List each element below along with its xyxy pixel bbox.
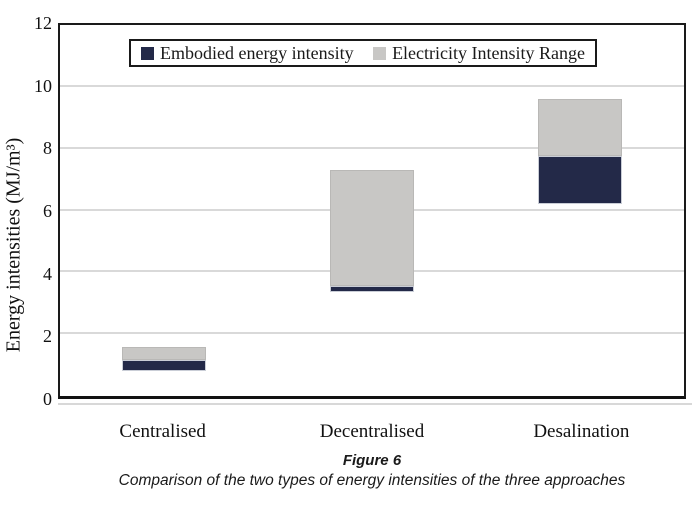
x-label-decentralised: Decentralised <box>319 421 425 442</box>
figure-caption-text: Comparison of the two types of energy in… <box>118 472 626 489</box>
bar-centralised-electricity <box>121 346 206 361</box>
x-label-desalination: Desalination <box>533 421 630 442</box>
legend-swatch-electricity-icon <box>373 46 387 60</box>
bar-desalination-electricity <box>538 99 622 157</box>
y-axis-title: Energy intensities (MJ/m³) <box>2 137 25 353</box>
x-label-centralised: Centralised <box>119 421 206 442</box>
legend-item-electricity: Electricity Intensity Range <box>373 43 585 64</box>
y-tick-label-0: 0 <box>43 389 52 409</box>
legend-item-embodied: Embodied energy intensity <box>141 43 354 64</box>
figure-caption-block: Figure 6 Comparison of the two types of … <box>58 452 686 490</box>
y-tick-label-4: 4 <box>43 263 52 284</box>
gridline-8 <box>60 146 684 149</box>
bar-decentralised-embodied <box>330 286 414 293</box>
bar-centralised-embodied <box>121 360 206 372</box>
legend-label-electricity: Electricity Intensity Range <box>392 42 585 63</box>
gridline-2 <box>60 332 684 335</box>
gridline-10 <box>60 84 684 87</box>
y-tick-label-2: 2 <box>43 326 52 347</box>
legend: Embodied energy intensity Electricity In… <box>129 39 597 67</box>
y-tick-label-8: 8 <box>43 138 52 159</box>
y-tick-label-12: 12 <box>34 13 52 33</box>
axis-shadow-line <box>58 403 692 405</box>
figure-label: Figure 6 <box>342 452 402 469</box>
y-tick-label-6: 6 <box>43 201 52 221</box>
plot-area: Embodied energy intensity Electricity In… <box>58 23 686 399</box>
bar-desalination-embodied <box>538 156 622 205</box>
legend-swatch-embodied-icon <box>141 46 154 60</box>
bar-decentralised-electricity <box>330 170 414 287</box>
legend-label-embodied: Embodied energy intensity <box>160 42 354 63</box>
y-tick-label-10: 10 <box>34 75 52 96</box>
